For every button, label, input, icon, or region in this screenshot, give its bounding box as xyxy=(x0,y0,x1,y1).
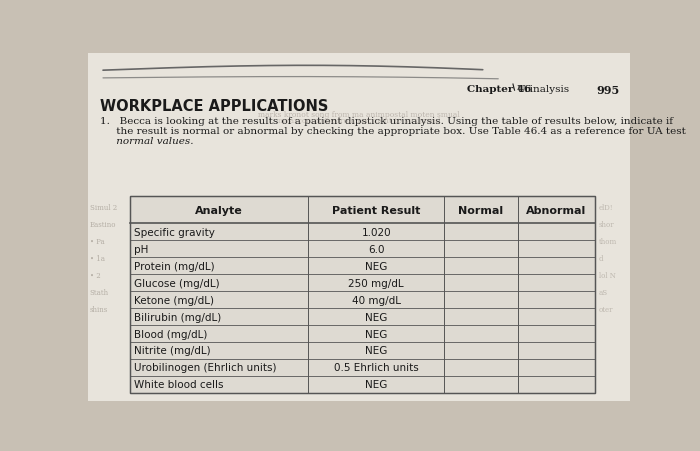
Text: NEG: NEG xyxy=(365,379,387,390)
Text: d: d xyxy=(599,255,603,262)
Text: elD!: elD! xyxy=(599,204,614,212)
Text: NEG: NEG xyxy=(365,346,387,356)
Text: 250 mg/dL: 250 mg/dL xyxy=(349,278,404,288)
Text: 995: 995 xyxy=(596,85,619,96)
Text: 0.5 Ehrlich units: 0.5 Ehrlich units xyxy=(334,363,419,373)
Text: 6.0: 6.0 xyxy=(368,244,384,254)
Text: NEG: NEG xyxy=(365,312,387,322)
Bar xyxy=(130,196,595,393)
Text: lol N: lol N xyxy=(599,272,616,280)
Text: • 1a: • 1a xyxy=(90,255,105,262)
Text: the result is normal or abnormal by checking the appropriate box. Use Table 46.4: the result is normal or abnormal by chec… xyxy=(100,127,686,136)
Text: Nitrite (mg/dL): Nitrite (mg/dL) xyxy=(134,346,211,356)
Text: thom: thom xyxy=(599,238,617,246)
Text: NEG: NEG xyxy=(365,261,387,271)
Text: Eastino: Eastino xyxy=(90,221,116,229)
Text: Simul 2: Simul 2 xyxy=(90,204,117,212)
Text: Specific gravity: Specific gravity xyxy=(134,227,215,237)
Text: marks kronot song from ma animpostal moten smual: marks kronot song from ma animpostal mot… xyxy=(258,111,460,119)
Text: Protein (mg/dL): Protein (mg/dL) xyxy=(134,261,215,271)
Text: Ketone (mg/dL): Ketone (mg/dL) xyxy=(134,295,214,305)
Text: WORKPLACE APPLICATIONS: WORKPLACE APPLICATIONS xyxy=(100,99,328,114)
Text: Blood (mg/dL): Blood (mg/dL) xyxy=(134,329,207,339)
Text: normal values.: normal values. xyxy=(100,137,193,146)
Text: Glucose (mg/dL): Glucose (mg/dL) xyxy=(134,278,220,288)
Text: Urobilinogen (Ehrlich units): Urobilinogen (Ehrlich units) xyxy=(134,363,276,373)
Text: oter: oter xyxy=(599,305,613,313)
Text: White blood cells: White blood cells xyxy=(134,379,223,390)
Text: Urinalysis: Urinalysis xyxy=(517,85,570,94)
Text: shins: shins xyxy=(90,305,108,313)
Text: • 2: • 2 xyxy=(90,272,101,280)
Text: 40 mg/dL: 40 mg/dL xyxy=(351,295,400,305)
Text: NEG: NEG xyxy=(365,329,387,339)
Text: Abnormal: Abnormal xyxy=(526,205,587,215)
Bar xyxy=(130,196,595,393)
Text: Chapter 46: Chapter 46 xyxy=(468,85,531,94)
Text: Normal: Normal xyxy=(458,205,503,215)
Text: pH: pH xyxy=(134,244,148,254)
Text: Bilirubin (mg/dL): Bilirubin (mg/dL) xyxy=(134,312,221,322)
Text: aS: aS xyxy=(599,289,608,296)
Text: mearcommune from not ment to so comed: mearcommune from not ment to so comed xyxy=(278,117,440,125)
Text: • Pa: • Pa xyxy=(90,238,104,246)
Text: shor: shor xyxy=(599,221,615,229)
Text: 1.   Becca is looking at the results of a patient dipstick urinalysis. Using the: 1. Becca is looking at the results of a … xyxy=(100,117,673,126)
Text: Patient Result: Patient Result xyxy=(332,205,421,215)
Text: Stath: Stath xyxy=(90,289,109,296)
Text: Analyte: Analyte xyxy=(195,205,243,215)
Text: 1.020: 1.020 xyxy=(361,227,391,237)
